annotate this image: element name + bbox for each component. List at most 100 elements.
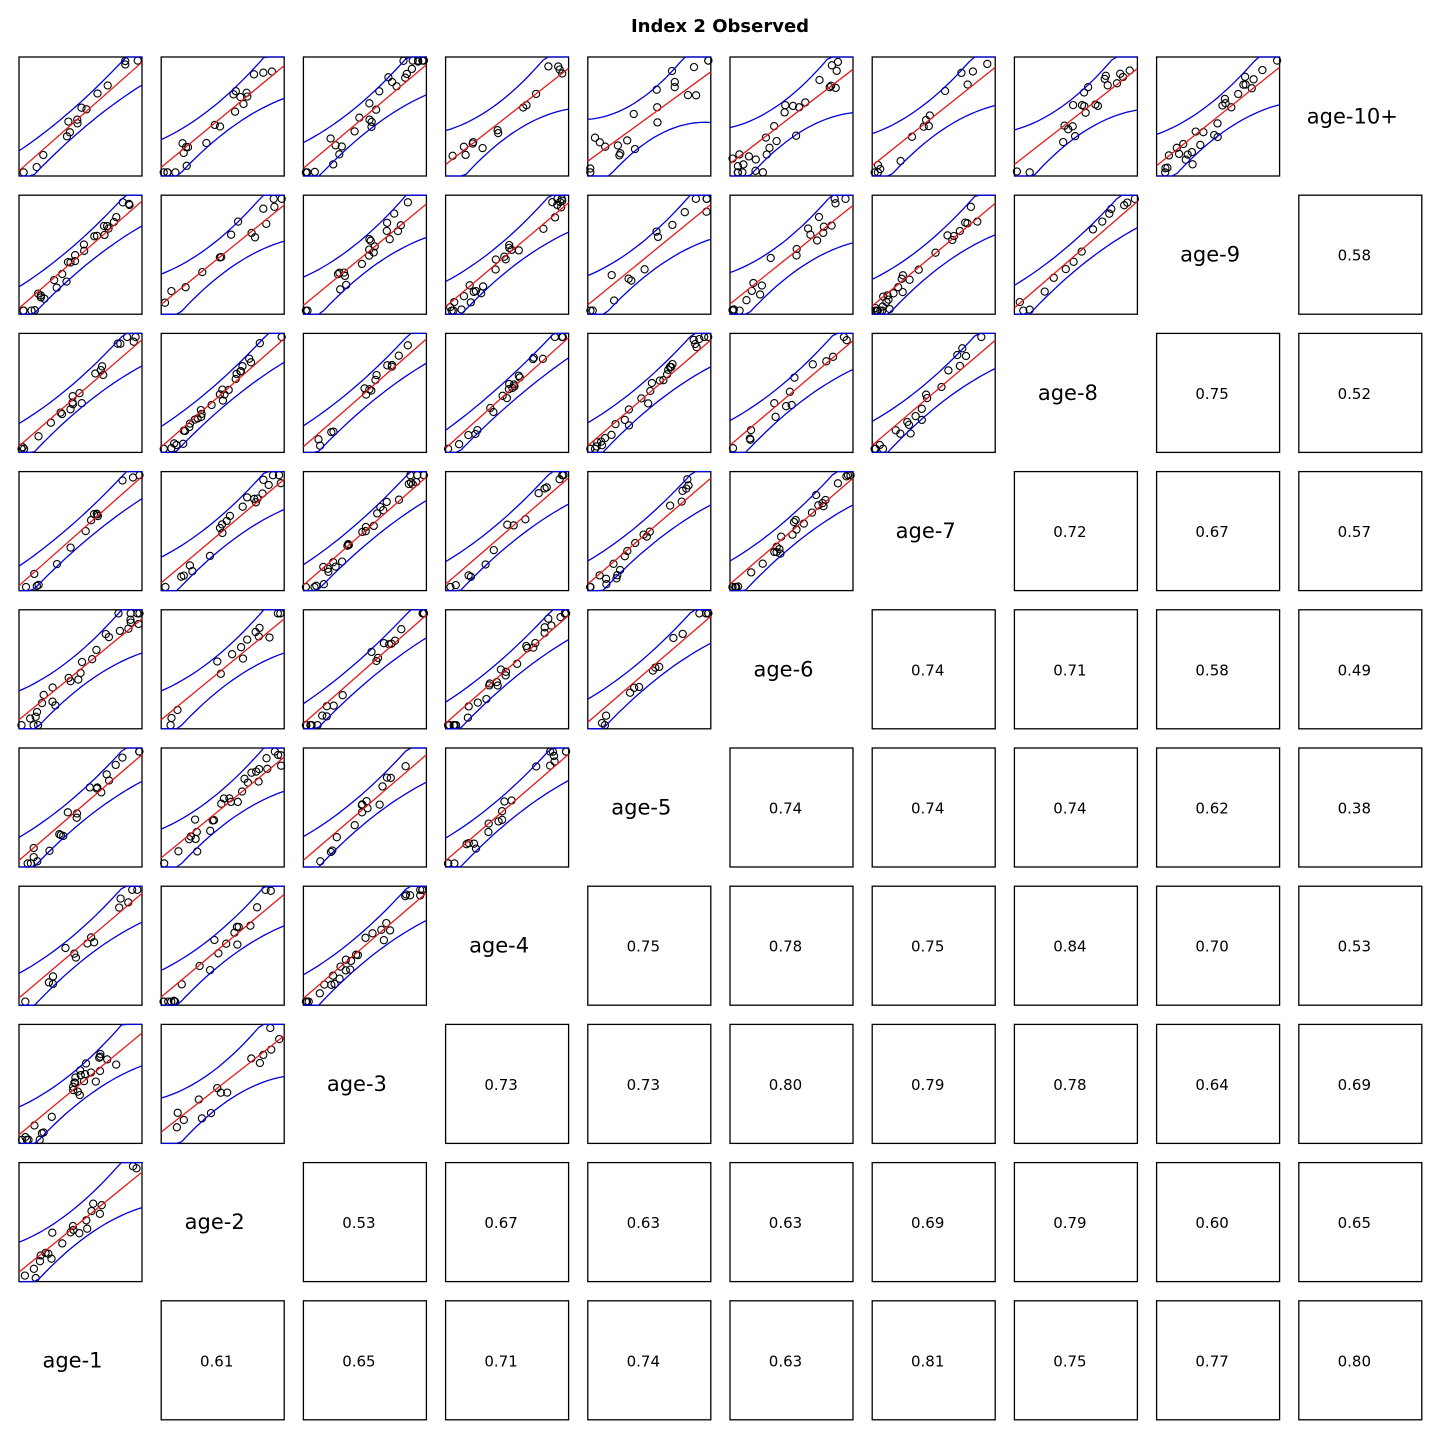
panel-frame [1155,1300,1281,1421]
chart-title: Index 2 Observed [630,16,810,37]
scatter-point [341,966,350,975]
panel-age-2-vs-age-2: age-2 [185,1210,245,1234]
scatter-point [182,161,191,170]
confidence-band-lower [730,242,854,315]
scatter-point [601,574,611,583]
regression-line [729,340,854,446]
scatter-point [948,235,957,245]
panel-age-2-vs-age-8: 0.79 [1013,1161,1139,1283]
scatter-point [613,571,622,580]
panel-frame [587,609,712,730]
confidence-band-lower [161,97,285,177]
scatter-point [807,508,817,517]
scatter-point [1112,79,1122,88]
scatter-point [889,289,898,298]
scatter-point [758,559,767,568]
scatter-point [832,66,841,75]
scatter-point [1258,65,1267,75]
scatter-point [77,657,87,667]
scatter-point [179,1115,188,1125]
diagonal-label: age-2 [185,1210,245,1234]
confidence-band-upper [303,56,427,144]
scatter-point [116,894,125,903]
scatter-point [246,358,256,367]
confidence-band-lower [445,108,569,177]
scatter-point [369,248,378,257]
confidence-band-lower [19,498,143,592]
scatter-point [350,127,359,136]
confidence-band-lower [730,112,854,177]
scatter-point [1088,225,1098,234]
scatter-point [815,75,824,85]
panel-age-9-vs-age-10+: 0.58 [1298,194,1423,315]
scatter-point [173,705,182,715]
confidence-band-upper [18,609,142,692]
panel-frame [302,56,428,177]
panel-frame [302,609,428,730]
scatter-point [64,117,73,126]
scatter-point [265,633,274,642]
diagonal-label: age-6 [753,657,813,681]
scatter-point [953,350,962,360]
panel-frame [302,470,428,592]
scatter-point [329,427,338,436]
panel-age-3-vs-age-3: age-3 [327,1072,387,1096]
scatter-point [1188,160,1197,169]
scatter-point [1220,94,1230,104]
panel-age-3-vs-age-4: 0.73 [444,1023,570,1145]
scatter-point [52,559,62,569]
scatter-point [331,562,340,571]
scatter-point [677,497,686,506]
scatter-point [368,929,377,938]
scatter-point [1239,80,1248,89]
scatter-point [821,495,830,505]
scatter-point [766,253,775,263]
scatter-point [116,339,125,348]
scatter-point [255,339,264,348]
scatter-point [382,773,392,782]
panel-age-4-vs-age-2 [159,885,285,1006]
scatter-point [983,59,992,69]
scatter-point [167,713,176,723]
regression-line [302,892,427,999]
scatter-point [30,1121,39,1130]
scatter-point [1172,143,1181,152]
confidence-band-lower [872,367,996,454]
scatter-point [202,138,211,148]
scatter-point [35,1257,45,1266]
panel-frame [302,1300,428,1421]
scatter-point [365,115,374,124]
panel-age-8-vs-age-2 [159,332,286,454]
scatter-point [504,385,514,394]
panel-age-8-vs-age-4 [443,332,570,454]
scatter-point [338,691,347,700]
correlation-value: 0.71 [1053,661,1086,679]
scatter-point [634,682,644,692]
correlation-value: 0.79 [1053,1214,1086,1232]
scatter-point [210,120,219,130]
scatter-point [695,334,704,344]
confidence-band-lower [1156,104,1280,177]
scatter-point [670,82,679,92]
panel-frame [160,747,285,868]
scatter-point [56,830,65,840]
scatter-point [79,240,89,249]
scatter-point [99,221,109,231]
scatter-point [226,230,236,239]
correlation-value: 0.70 [1195,938,1228,956]
panel-frame [871,1161,996,1283]
scatter-point [624,421,634,430]
scatter-point [680,208,689,217]
scatter-point [68,400,78,409]
scatter-point [828,352,838,361]
scatter-point [780,108,789,117]
scatter-point [1123,198,1132,207]
scatter-point [215,390,225,399]
scatter-point [1234,89,1243,99]
scatter-point [678,629,687,639]
scatter-point [95,1053,104,1062]
scatter-point [738,168,747,177]
scatter-point [624,274,633,283]
scatter-point [827,61,837,70]
panel-frame [444,609,570,730]
